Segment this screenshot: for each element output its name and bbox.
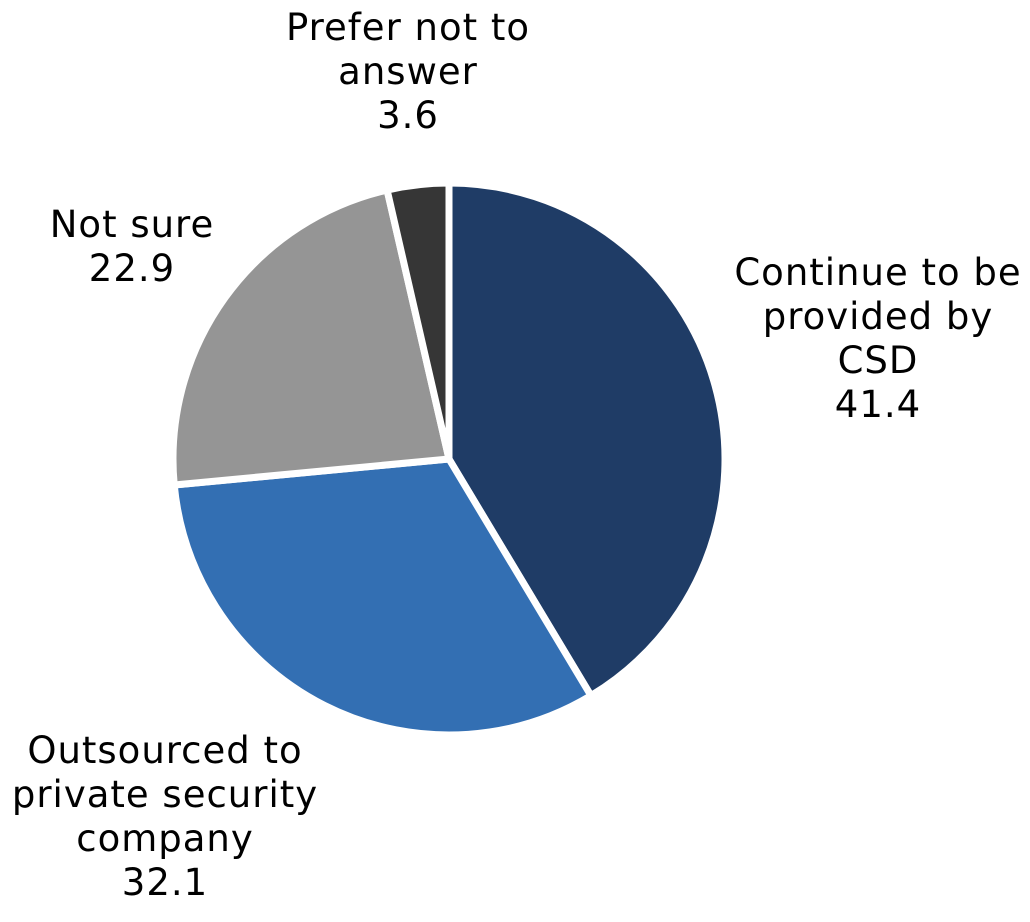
data-label-value: 41.4 bbox=[835, 383, 921, 426]
pie-slice-2 bbox=[170, 455, 595, 739]
data-label-3: Not sure 22.9 bbox=[50, 203, 214, 290]
pie-slice-3 bbox=[169, 186, 453, 489]
data-label-category-line: provided by bbox=[763, 295, 994, 338]
data-label-1: Continue to be provided by CSD 41.4 bbox=[734, 251, 1021, 426]
data-label-category-line: private security bbox=[12, 773, 318, 816]
data-label-category-line: Prefer not to bbox=[286, 6, 530, 49]
data-label-4: Prefer not to answer 3.6 bbox=[286, 6, 530, 137]
data-label-2: Outsourced to private security company 32.1 bbox=[12, 729, 318, 904]
data-label-category-line: answer bbox=[338, 50, 478, 93]
data-label-value: 3.6 bbox=[377, 94, 439, 137]
data-label-category-line: CSD bbox=[838, 339, 919, 382]
pie-slices bbox=[169, 179, 729, 739]
data-label-category-line: Not sure bbox=[50, 203, 214, 246]
pie-slice-4 bbox=[383, 179, 453, 463]
data-label-category-line: Continue to be bbox=[734, 251, 1021, 294]
pie-data-labels: Continue to be provided by CSD 41.4 Outsourc… bbox=[12, 6, 1021, 904]
data-label-category-line: Outsourced to bbox=[27, 729, 302, 772]
data-label-category-line: company bbox=[76, 817, 254, 860]
data-label-value: 32.1 bbox=[122, 861, 208, 904]
data-label-value: 22.9 bbox=[89, 247, 175, 290]
